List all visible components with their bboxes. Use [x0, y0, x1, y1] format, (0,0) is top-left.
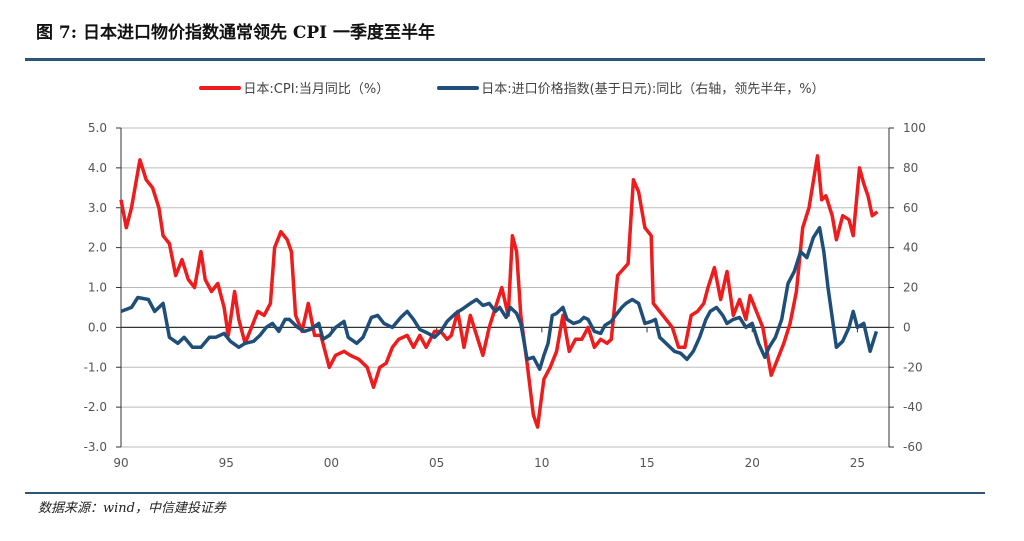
figure-title: 图 7: 日本进口物价指数通常领先 CPI 一季度至半年 [36, 23, 436, 43]
cpi-line [119, 154, 879, 429]
y-right-tick-label: 0 [903, 320, 911, 334]
legend-item-import-price: 日本:进口价格指数(基于日元):同比（右轴，领先半年，%） [437, 78, 825, 97]
y-left-tick-label: 4.0 [88, 161, 107, 175]
x-tick-label: 20 [745, 456, 760, 470]
x-tick-label: 05 [429, 456, 444, 470]
legend: 日本:CPI:当月同比（%） 日本:进口价格指数(基于日元):同比（右轴，领先半… [0, 78, 1024, 97]
legend-swatch-cpi [199, 85, 242, 90]
y-left-tick-label: 1.0 [88, 281, 107, 295]
y-left-tick-label: 3.0 [88, 201, 107, 215]
y-right-tick-label: 20 [903, 281, 918, 295]
y-left-tick-label: 5.0 [88, 121, 107, 135]
y-right-tick-label: 60 [903, 201, 918, 215]
x-tick-label: 25 [850, 456, 865, 470]
legend-item-cpi: 日本:CPI:当月同比（%） [199, 78, 389, 97]
y-left-tick-label: 0.0 [88, 320, 107, 334]
y-right-tick-label: 100 [903, 121, 926, 135]
y-right-tick-label: 80 [903, 161, 918, 175]
source-note: 数据来源：wind，中信建投证券 [38, 501, 226, 516]
y-left-tick-label: 2.0 [88, 241, 107, 255]
x-tick-label: 00 [324, 456, 339, 470]
y-right-tick-label: 40 [903, 241, 918, 255]
import-price-line [120, 225, 879, 371]
y-left-tick-label: -3.0 [84, 440, 107, 454]
legend-swatch-import-price [437, 85, 480, 90]
x-tick-label: 10 [534, 456, 549, 470]
y-left-tick-label: -2.0 [84, 400, 107, 414]
y-right-tick-label: -20 [903, 360, 923, 374]
legend-label-import-price: 日本:进口价格指数(基于日元):同比（右轴，领先半年，%） [481, 82, 825, 97]
top-divider [25, 58, 985, 61]
x-tick-label: 95 [219, 456, 234, 470]
x-tick-label: 15 [639, 456, 654, 470]
x-tick-label: 90 [113, 456, 128, 470]
y-right-tick-label: -60 [903, 440, 923, 454]
y-right-tick-label: -40 [903, 400, 923, 414]
bottom-divider [25, 492, 985, 494]
legend-label-cpi: 日本:CPI:当月同比（%） [243, 82, 390, 97]
y-left-tick-label: -1.0 [84, 360, 107, 374]
